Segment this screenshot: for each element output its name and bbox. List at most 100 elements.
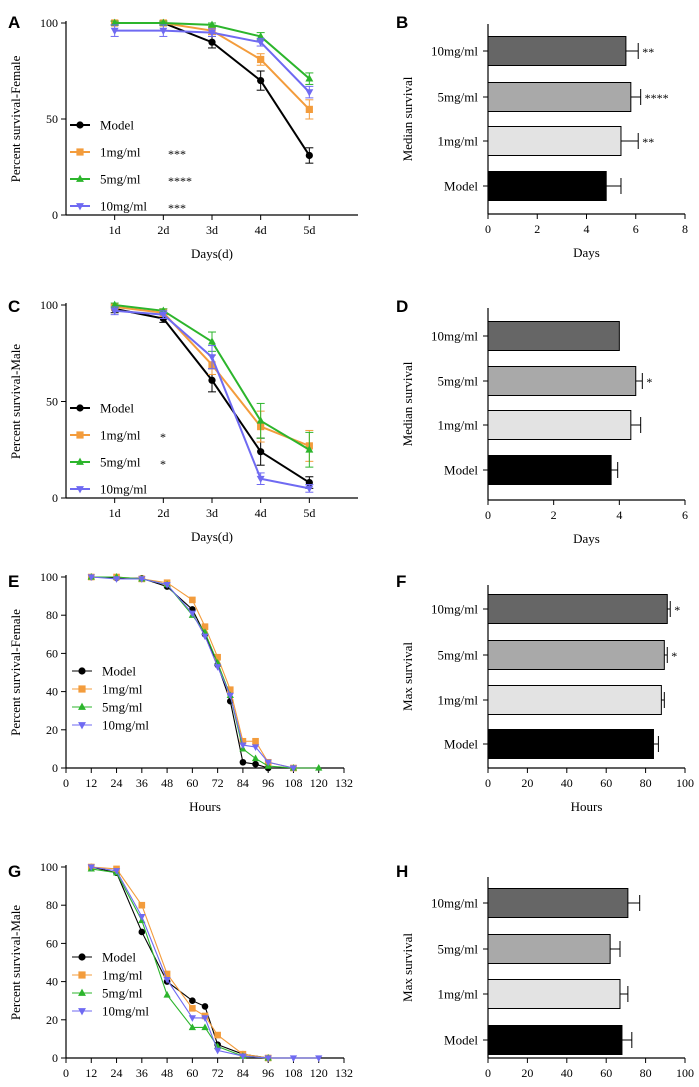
x-tick-label-E: 36 bbox=[136, 776, 148, 790]
x-tick-label-D: 2 bbox=[551, 508, 557, 522]
legend-label-A-2: 5mg/ml bbox=[100, 172, 141, 187]
data-point-E-3 bbox=[239, 742, 247, 750]
data-point-G-2 bbox=[214, 1042, 222, 1050]
y-axis-label-E: Percent survival-Female bbox=[8, 609, 23, 736]
legend-label-E-3: 10mg/ml bbox=[102, 718, 149, 733]
bar-B-0 bbox=[487, 36, 627, 66]
category-label-F-0: 10mg/ml bbox=[431, 602, 478, 617]
y-tick-label-G: 0 bbox=[52, 1051, 58, 1065]
category-label-D-0: 10mg/ml bbox=[431, 329, 478, 344]
x-tick-label-G: 120 bbox=[310, 1066, 328, 1080]
bar-D-1 bbox=[487, 366, 637, 396]
x-tick-label-E: 72 bbox=[212, 776, 224, 790]
y-axis-label-A: Percent survival-Female bbox=[8, 55, 23, 182]
x-axis-label-D: Days bbox=[573, 531, 600, 546]
x-tick-label-C: 1d bbox=[109, 506, 121, 520]
data-point-C-3 bbox=[256, 475, 265, 484]
category-label-B-0: 10mg/ml bbox=[431, 44, 478, 59]
data-point-A-3 bbox=[256, 39, 265, 47]
bar-H-1 bbox=[487, 934, 611, 964]
legend-significance-C-2: * bbox=[160, 457, 166, 471]
x-tick-label-D: 6 bbox=[682, 508, 688, 522]
panel-label-A: A bbox=[8, 13, 20, 32]
y-tick-label-C: 100 bbox=[40, 298, 58, 312]
category-label-D-1: 5mg/ml bbox=[438, 374, 479, 389]
y-tick-label-A: 50 bbox=[46, 112, 58, 126]
data-point-C-3 bbox=[110, 307, 119, 316]
bar-F-1 bbox=[487, 640, 665, 670]
x-tick-label-C: 4d bbox=[255, 506, 267, 520]
y-tick-label-E: 40 bbox=[46, 685, 58, 699]
data-point-C-2 bbox=[256, 416, 265, 424]
category-label-H-1: 5mg/ml bbox=[438, 942, 479, 957]
x-tick-label-G: 108 bbox=[284, 1066, 302, 1080]
panel-label-E: E bbox=[8, 572, 19, 591]
x-tick-label-E: 24 bbox=[111, 776, 123, 790]
data-point-E-1 bbox=[226, 686, 234, 693]
data-point-G-3 bbox=[315, 1055, 323, 1062]
data-point-C-2 bbox=[110, 300, 119, 308]
data-point-E-3 bbox=[163, 582, 171, 589]
data-point-A-3 bbox=[305, 89, 314, 97]
x-tick-label-E: 108 bbox=[284, 776, 302, 790]
legend-label-G-1: 1mg/ml bbox=[102, 968, 143, 983]
x-tick-label-E: 12 bbox=[85, 776, 97, 790]
y-axis-label-D: Median survival bbox=[400, 361, 415, 446]
y-tick-label-G: 40 bbox=[46, 975, 58, 989]
legend-marker-A-1 bbox=[76, 148, 84, 156]
data-point-C-2 bbox=[208, 337, 216, 345]
bar-H-3 bbox=[487, 1025, 623, 1055]
data-point-A-2 bbox=[208, 20, 216, 28]
data-point-G-0 bbox=[201, 1003, 209, 1010]
x-tick-label-A: 1d bbox=[109, 223, 121, 237]
y-tick-label-A: 100 bbox=[40, 16, 58, 30]
y-axis-label-F: Max survival bbox=[400, 642, 415, 711]
data-point-E-3 bbox=[138, 576, 146, 583]
data-point-E-2 bbox=[251, 754, 260, 762]
data-point-G-0 bbox=[138, 928, 146, 936]
y-tick-label-C: 50 bbox=[46, 395, 58, 409]
bar-F-2 bbox=[487, 685, 662, 715]
data-point-E-1 bbox=[239, 737, 247, 745]
x-tick-label-F: 100 bbox=[676, 776, 694, 790]
data-point-E-3 bbox=[214, 664, 222, 671]
bar-H-0 bbox=[487, 888, 629, 918]
legend-label-E-2: 5mg/ml bbox=[102, 700, 143, 715]
y-tick-label-G: 100 bbox=[40, 860, 58, 874]
y-tick-label-G: 60 bbox=[46, 936, 58, 950]
x-tick-label-G: 84 bbox=[237, 1066, 249, 1080]
data-point-A-1 bbox=[305, 105, 313, 113]
data-point-E-3 bbox=[201, 633, 209, 641]
x-tick-label-A: 4d bbox=[255, 223, 267, 237]
significance-B-1: **** bbox=[645, 91, 669, 105]
data-point-G-2 bbox=[163, 991, 171, 998]
legend-marker-C-1 bbox=[76, 431, 84, 439]
bar-F-3 bbox=[487, 729, 654, 759]
legend-label-C-3: 10mg/ml bbox=[100, 482, 147, 497]
x-tick-label-E: 0 bbox=[63, 776, 69, 790]
x-tick-label-E: 132 bbox=[335, 776, 353, 790]
x-tick-label-E: 120 bbox=[310, 776, 328, 790]
data-point-A-3 bbox=[110, 27, 119, 35]
legend-marker-C-2 bbox=[76, 457, 84, 465]
x-tick-label-F: 40 bbox=[561, 776, 573, 790]
data-point-G-1 bbox=[189, 1005, 196, 1012]
data-point-G-3 bbox=[201, 1015, 209, 1022]
legend-marker-G-0 bbox=[78, 953, 86, 961]
legend-marker-E-2 bbox=[78, 702, 86, 710]
significance-D-1: * bbox=[646, 375, 652, 389]
data-point-E-0 bbox=[239, 758, 247, 766]
legend-label-C-1: 1mg/ml bbox=[100, 428, 141, 443]
data-point-A-2 bbox=[159, 18, 168, 26]
y-axis-label-C: Percent survival-Male bbox=[8, 344, 23, 459]
x-tick-label-A: 3d bbox=[206, 223, 218, 237]
legend-label-G-2: 5mg/ml bbox=[102, 986, 143, 1001]
x-tick-label-H: 20 bbox=[521, 1066, 533, 1080]
x-tick-label-E: 84 bbox=[237, 776, 249, 790]
data-point-G-3 bbox=[264, 1055, 272, 1062]
legend-label-C-2: 5mg/ml bbox=[100, 455, 141, 470]
legend-marker-E-1 bbox=[78, 685, 86, 693]
data-point-C-3 bbox=[208, 354, 216, 362]
x-tick-label-F: 60 bbox=[600, 776, 612, 790]
